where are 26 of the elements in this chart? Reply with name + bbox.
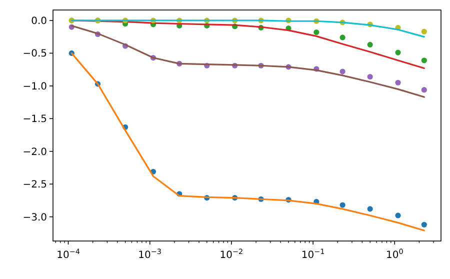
point <box>421 28 427 34</box>
point <box>367 42 373 48</box>
y-tick-label: −2.5 <box>22 180 47 191</box>
point <box>367 206 373 212</box>
x-tick-label: 10$^{−2}$ <box>220 246 244 261</box>
point <box>421 87 427 93</box>
point <box>395 80 401 86</box>
y-tick-label: −1.5 <box>22 114 47 126</box>
point <box>421 222 427 228</box>
x-tick-label: 10$^{−1}$ <box>301 246 325 261</box>
point <box>314 29 320 36</box>
point <box>340 68 346 74</box>
point <box>367 74 373 80</box>
point <box>395 212 401 218</box>
y-tick-label: −3.0 <box>22 212 47 224</box>
point <box>340 202 346 208</box>
x-tick-label: 10$^{0}$ <box>386 246 404 261</box>
x-tick-label: 10$^{−3}$ <box>138 246 162 261</box>
y-tick-label: 0.0 <box>31 16 47 27</box>
x-tick-label: 10$^{−4}$ <box>56 246 80 261</box>
y-tick-label: −0.5 <box>22 48 47 60</box>
y-tick-label: −2.0 <box>22 146 47 158</box>
point <box>340 34 346 40</box>
point <box>395 50 401 56</box>
y-tick-label: −1.0 <box>22 81 47 92</box>
point <box>421 58 427 64</box>
